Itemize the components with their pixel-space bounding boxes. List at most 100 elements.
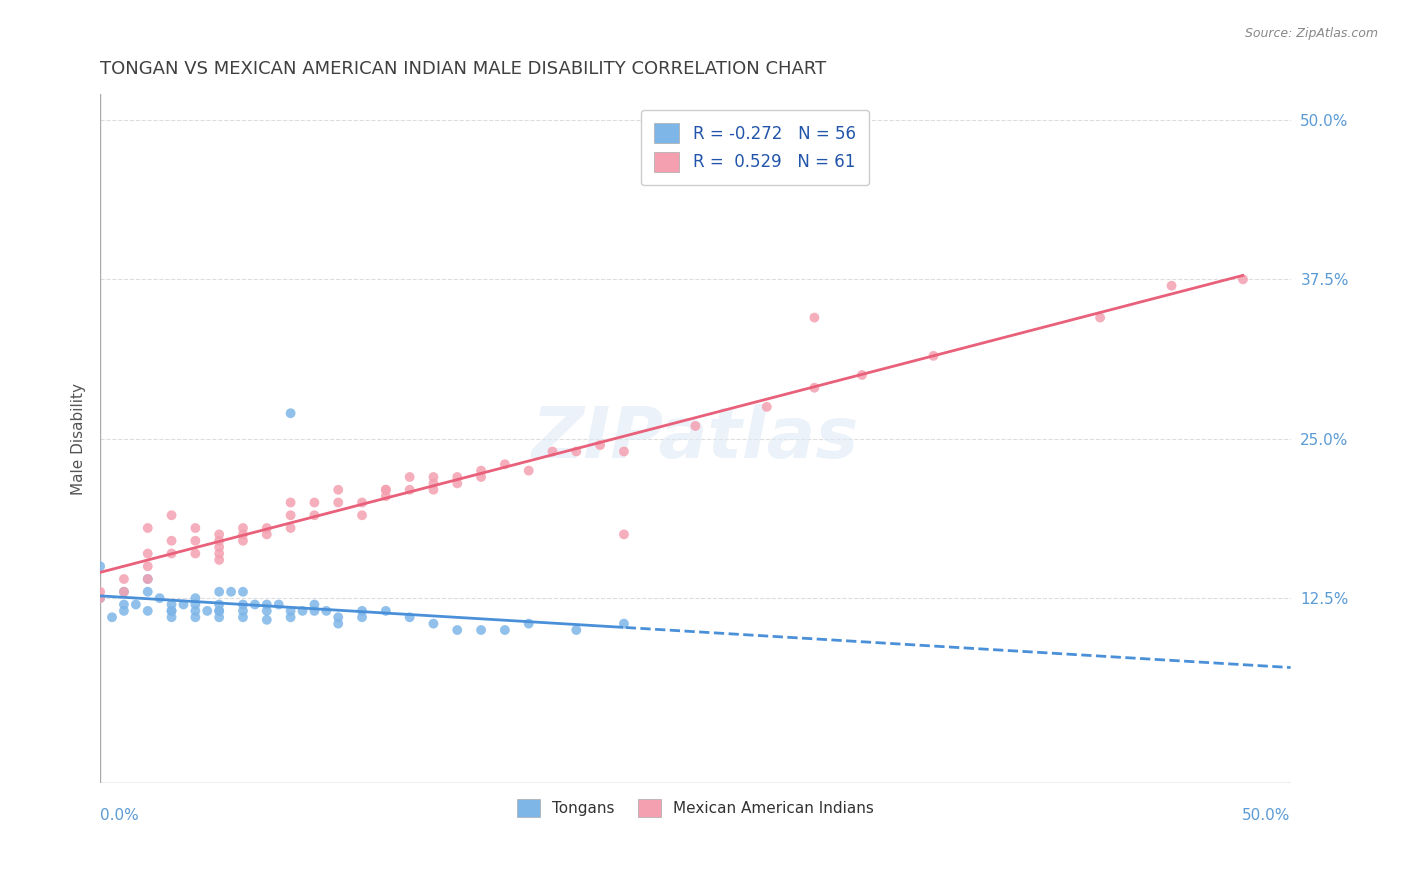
- Point: [350, 604, 373, 618]
- Point: [184, 610, 207, 624]
- Point: [232, 521, 254, 535]
- Point: [232, 584, 254, 599]
- Point: [256, 521, 278, 535]
- Point: [112, 584, 135, 599]
- Point: [136, 521, 159, 535]
- Point: [89, 591, 111, 606]
- Point: [160, 604, 183, 618]
- Point: [494, 457, 516, 471]
- Point: [398, 470, 420, 484]
- Point: [613, 444, 636, 458]
- Point: [184, 547, 207, 561]
- Point: [136, 572, 159, 586]
- Point: [541, 444, 564, 458]
- Point: [613, 527, 636, 541]
- Point: [243, 598, 266, 612]
- Point: [208, 584, 231, 599]
- Point: [232, 533, 254, 548]
- Point: [208, 610, 231, 624]
- Point: [256, 604, 278, 618]
- Point: [422, 470, 444, 484]
- Point: [256, 598, 278, 612]
- Point: [112, 584, 135, 599]
- Point: [208, 604, 231, 618]
- Point: [494, 623, 516, 637]
- Point: [208, 604, 231, 618]
- Point: [208, 598, 231, 612]
- Point: [922, 349, 945, 363]
- Point: [398, 610, 420, 624]
- Point: [589, 438, 612, 452]
- Point: [280, 495, 302, 509]
- Point: [267, 598, 290, 612]
- Point: [1160, 278, 1182, 293]
- Point: [422, 616, 444, 631]
- Point: [232, 604, 254, 618]
- Point: [280, 406, 302, 420]
- Point: [851, 368, 873, 382]
- Point: [803, 381, 825, 395]
- Point: [112, 572, 135, 586]
- Point: [446, 623, 468, 637]
- Point: [160, 598, 183, 612]
- Point: [125, 598, 148, 612]
- Point: [184, 533, 207, 548]
- Point: [565, 444, 588, 458]
- Point: [219, 584, 242, 599]
- Point: [350, 508, 373, 523]
- Point: [136, 559, 159, 574]
- Point: [160, 533, 183, 548]
- Point: [304, 508, 326, 523]
- Point: [160, 604, 183, 618]
- Text: 0.0%: 0.0%: [100, 808, 139, 823]
- Point: [89, 559, 111, 574]
- Point: [208, 540, 231, 554]
- Point: [160, 547, 183, 561]
- Point: [184, 521, 207, 535]
- Point: [256, 613, 278, 627]
- Point: [208, 553, 231, 567]
- Point: [304, 604, 326, 618]
- Point: [232, 610, 254, 624]
- Point: [280, 508, 302, 523]
- Point: [256, 527, 278, 541]
- Text: Source: ZipAtlas.com: Source: ZipAtlas.com: [1244, 27, 1378, 40]
- Point: [112, 604, 135, 618]
- Point: [280, 604, 302, 618]
- Point: [280, 610, 302, 624]
- Point: [374, 483, 396, 497]
- Point: [136, 547, 159, 561]
- Point: [208, 527, 231, 541]
- Point: [803, 310, 825, 325]
- Text: 50.0%: 50.0%: [1243, 808, 1291, 823]
- Point: [136, 584, 159, 599]
- Point: [1232, 272, 1254, 286]
- Point: [184, 591, 207, 606]
- Point: [374, 483, 396, 497]
- Point: [517, 464, 540, 478]
- Point: [470, 623, 492, 637]
- Text: TONGAN VS MEXICAN AMERICAN INDIAN MALE DISABILITY CORRELATION CHART: TONGAN VS MEXICAN AMERICAN INDIAN MALE D…: [100, 60, 827, 78]
- Point: [350, 495, 373, 509]
- Point: [350, 610, 373, 624]
- Point: [328, 610, 350, 624]
- Point: [315, 604, 337, 618]
- Point: [422, 483, 444, 497]
- Text: ZIPatlas: ZIPatlas: [531, 404, 859, 474]
- Point: [470, 470, 492, 484]
- Point: [291, 604, 314, 618]
- Point: [328, 616, 350, 631]
- Point: [89, 584, 111, 599]
- Point: [184, 604, 207, 618]
- Point: [101, 610, 124, 624]
- Point: [89, 591, 111, 606]
- Point: [136, 572, 159, 586]
- Point: [112, 598, 135, 612]
- Point: [160, 610, 183, 624]
- Legend: Tongans, Mexican American Indians: Tongans, Mexican American Indians: [510, 793, 880, 823]
- Point: [517, 616, 540, 631]
- Point: [446, 470, 468, 484]
- Point: [755, 400, 778, 414]
- Point: [136, 604, 159, 618]
- Point: [172, 598, 194, 612]
